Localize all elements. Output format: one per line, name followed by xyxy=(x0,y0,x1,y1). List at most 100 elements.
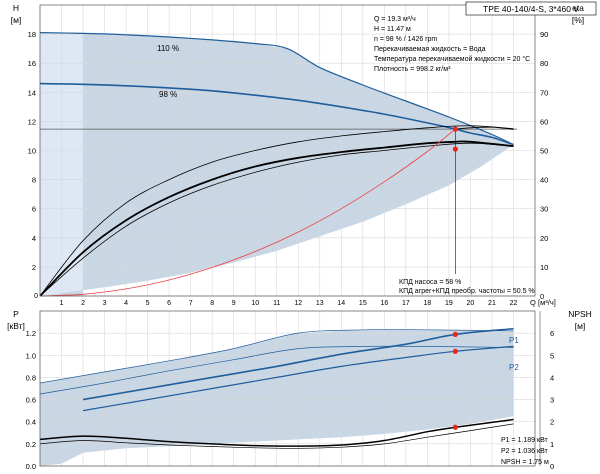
flow-tick-label: 3 xyxy=(103,300,107,307)
head-tick-label: 8 xyxy=(32,176,36,185)
flow-tick-label: 13 xyxy=(316,300,324,307)
npsh-tick-label: 3 xyxy=(550,396,554,405)
power-axis-unit: [кВт] xyxy=(7,321,25,331)
speed-curve-98 xyxy=(39,82,514,146)
power-plot-frame xyxy=(39,310,536,467)
npsh-tick-label: 5 xyxy=(550,351,554,360)
operating-point-p1 xyxy=(452,331,458,337)
flow-axis-unit: [м³/ч] xyxy=(538,298,556,307)
p2-upper-curve xyxy=(39,345,514,395)
npsh-lower-curve xyxy=(39,423,514,449)
eta-tick-label: 90 xyxy=(540,30,548,39)
head-efficiency-panel: 1 2 3 4 5 6 7 8 9 10 11 12 13 14 15 16 17 18 19 20 21 2202468… xyxy=(28,1,553,307)
flow-tick-label: 2 xyxy=(81,300,85,307)
flow-tick-label: 18 xyxy=(423,300,431,307)
head-tick-label: 16 xyxy=(28,59,36,68)
speed-label-110: 110 % xyxy=(157,44,179,53)
speed-value-text: n = 98 % / 1426 rpm xyxy=(374,36,437,43)
eta-tick-label: 20 xyxy=(540,234,548,243)
power-tick-label: 1.2 xyxy=(26,329,36,338)
efficiency-curve-upper xyxy=(39,125,514,297)
flow-tick-label: 11 xyxy=(273,300,280,307)
flow-tick-label: 21 xyxy=(488,300,496,307)
unit-efficiency-text: КПД агрег+КПД преобр. частоты = 50.5 % xyxy=(399,287,535,295)
p1-curve xyxy=(82,327,514,401)
flow-tick-label: 14 xyxy=(337,300,345,307)
speed-curve-110 xyxy=(39,32,514,146)
flow-tick-label: 7 xyxy=(189,300,193,307)
power-tick-label: 0.0 xyxy=(26,462,36,471)
p1-value-text: P1 = 1.189 кВт xyxy=(501,437,549,444)
eta-axis-label: eta xyxy=(572,3,584,13)
eta-tick-label: 70 xyxy=(540,88,548,97)
flow-tick-label: 5 xyxy=(146,300,150,307)
operating-point-p2 xyxy=(452,348,458,354)
operating-info: Q = 19.3 м³/ч H = 11.47 м n = 98 % / 142… xyxy=(374,16,530,73)
power-tick-label: 0.6 xyxy=(26,396,36,405)
eta-axis-unit: [%] xyxy=(572,15,584,25)
operating-point-npsh xyxy=(452,424,458,430)
head-tick-label: 14 xyxy=(28,88,36,97)
npsh-axis-label: NPSH xyxy=(568,309,592,319)
pump-efficiency-text: КПД насоса = 58 % xyxy=(399,279,461,286)
density-text: Плотность = 998.2 кг/м³ xyxy=(374,66,451,73)
head-tick-label: 4 xyxy=(32,234,36,243)
head-tick-label: 10 xyxy=(28,147,36,156)
head-tick-label: 0 xyxy=(34,293,38,300)
eta-tick-label: 0 xyxy=(540,292,544,301)
pump-efficiency-curve xyxy=(39,140,514,297)
flow-tick-label: 10 xyxy=(251,300,259,307)
p2-value-text: P2 = 1.036 кВт xyxy=(501,448,549,455)
npsh-tick-label: 0 xyxy=(550,462,554,471)
head-value-text: H = 11.47 м xyxy=(374,26,411,33)
head-tick-label: 18 xyxy=(28,30,36,39)
system-curve xyxy=(39,128,456,297)
eta-tick-label: 60 xyxy=(540,117,548,126)
flow-tick-label: 19 xyxy=(445,300,453,307)
head-axis-label: H xyxy=(13,3,19,13)
flow-tick-label: 16 xyxy=(380,300,388,307)
npsh-value-text: NPSH = 1.75 м xyxy=(501,459,549,466)
flow-tick-label: 9 xyxy=(232,300,236,307)
p2-legend-label: P2 xyxy=(509,363,519,372)
head-plot-frame xyxy=(39,4,536,297)
title-box xyxy=(465,1,597,16)
head-tick-label: 2 xyxy=(32,263,36,272)
power-npsh-curves xyxy=(39,327,514,449)
p1-upper-curve xyxy=(39,329,514,384)
power-tick-label: 0.4 xyxy=(26,418,36,427)
speed-label-98: 98 % xyxy=(159,90,177,99)
eta-tick-label: 40 xyxy=(540,176,548,185)
temperature-text: Температура перекачиваемой жидкости = 20… xyxy=(374,55,530,63)
p2-curve xyxy=(82,345,514,412)
npsh-tick-label: 4 xyxy=(550,373,554,382)
npsh-axis-unit: [м] xyxy=(575,321,586,331)
eta-tick-label: 80 xyxy=(540,59,548,68)
npsh-tick-label: 6 xyxy=(550,329,554,338)
liquid-text: Перекачиваемая жидкость = Вода xyxy=(374,46,486,53)
chart-title: TPE 40-140/4-S, 3*460 V xyxy=(483,4,579,14)
eta-tick-label: 50 xyxy=(540,147,548,156)
power-tick-label: 0.8 xyxy=(26,373,36,382)
flow-tick-label: 20 xyxy=(467,300,475,307)
power-npsh-panel: 0.0 0.2 0.4 0.6 0.8 1.0 1.2 0 1 2 3 4 5 6 xyxy=(26,310,554,471)
npsh-curve xyxy=(39,418,514,447)
power-tick-label: 0.2 xyxy=(26,440,36,449)
power-axes: 0.0 0.2 0.4 0.6 0.8 1.0 1.2 0 1 2 3 4 5 6 xyxy=(26,310,554,471)
flow-tick-label: 15 xyxy=(359,300,367,307)
head-axis-unit: [м] xyxy=(11,15,22,25)
flow-tick-label: 17 xyxy=(402,300,410,307)
operating-envelope-area xyxy=(50,33,514,297)
head-tick-label: 12 xyxy=(28,117,36,126)
p1-legend-label: P1 xyxy=(509,336,519,345)
eta-tick-label: 30 xyxy=(540,205,548,214)
flow-tick-label: 6 xyxy=(167,300,171,307)
flow-tick-label: 22 xyxy=(510,300,518,307)
npsh-tick-label: 2 xyxy=(550,418,554,427)
flow-value-text: Q = 19.3 м³/ч xyxy=(374,16,416,23)
flow-tick-label: 12 xyxy=(294,300,302,307)
npsh-tick-label: 1 xyxy=(550,440,554,449)
eta-tick-label: 10 xyxy=(540,263,548,272)
efficiency-info: КПД насоса = 58 % КПД агрег+КПД преобр. … xyxy=(399,279,535,295)
